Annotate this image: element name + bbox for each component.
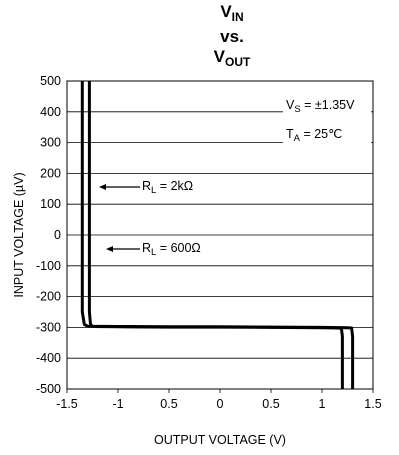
x-axis-label: OUTPUT VOLTAGE (V) [154, 433, 286, 447]
y-tick-label: 0 [54, 228, 61, 242]
x-tick-label: -1 [112, 397, 123, 411]
x-tick-label: 1.5 [364, 397, 381, 411]
title-line2: vs. [220, 27, 244, 46]
y-tick-label: -400 [36, 351, 61, 365]
y-tick-label: 300 [40, 136, 61, 150]
rl-2k-label: RL = 2kΩ [142, 179, 193, 196]
vs-annotation: VS = ±1.35V [286, 98, 355, 115]
data-series [80, 81, 355, 389]
ta-annotation: TA = 25℃ [286, 127, 342, 144]
y-axis-label: INPUT VOLTAGE (µV) [12, 172, 26, 297]
rl-2k-arrow-head [99, 184, 106, 190]
y-tick-label: 500 [40, 74, 61, 88]
y-tick-label: 100 [40, 197, 61, 211]
y-tick-label: -300 [36, 320, 61, 334]
x-tick-label: 0.5 [262, 397, 279, 411]
y-tick-label: 200 [40, 166, 61, 180]
annotation-box-bg [283, 94, 371, 150]
rl-600-label: RL = 600Ω [142, 241, 201, 258]
title-line1-main: V [220, 2, 232, 21]
y-tick-label: -200 [36, 290, 61, 304]
series-rl-600-line [87, 81, 344, 389]
title-line3-main: V [214, 47, 226, 66]
title-line3-sub: OUT [225, 55, 251, 69]
title-line1-sub: IN [232, 10, 244, 24]
plot-frame [66, 80, 374, 390]
x-tick-label: 0.5 [160, 397, 177, 411]
y-tick-label: 400 [40, 105, 61, 119]
x-tick-label: 0 [217, 397, 224, 411]
x-tick-label: 1 [319, 397, 326, 411]
title-line1: VIN [220, 2, 243, 24]
y-tick-labels: 500 400 300 200 100 0 -100 -200 -300 -400 -500 [36, 74, 61, 396]
x-tick-labels: -1.5 -1 0.5 0 0.5 1 1.5 [56, 397, 382, 411]
rl-600-arrow-head [106, 246, 113, 252]
rl1-label-bg [139, 176, 219, 193]
y-tick-label: -100 [36, 259, 61, 273]
y-tick-label: -500 [36, 382, 61, 396]
title-line3: VOUT [214, 47, 251, 69]
rl2-label-bg [139, 238, 225, 255]
x-tick-label: -1.5 [56, 397, 78, 411]
